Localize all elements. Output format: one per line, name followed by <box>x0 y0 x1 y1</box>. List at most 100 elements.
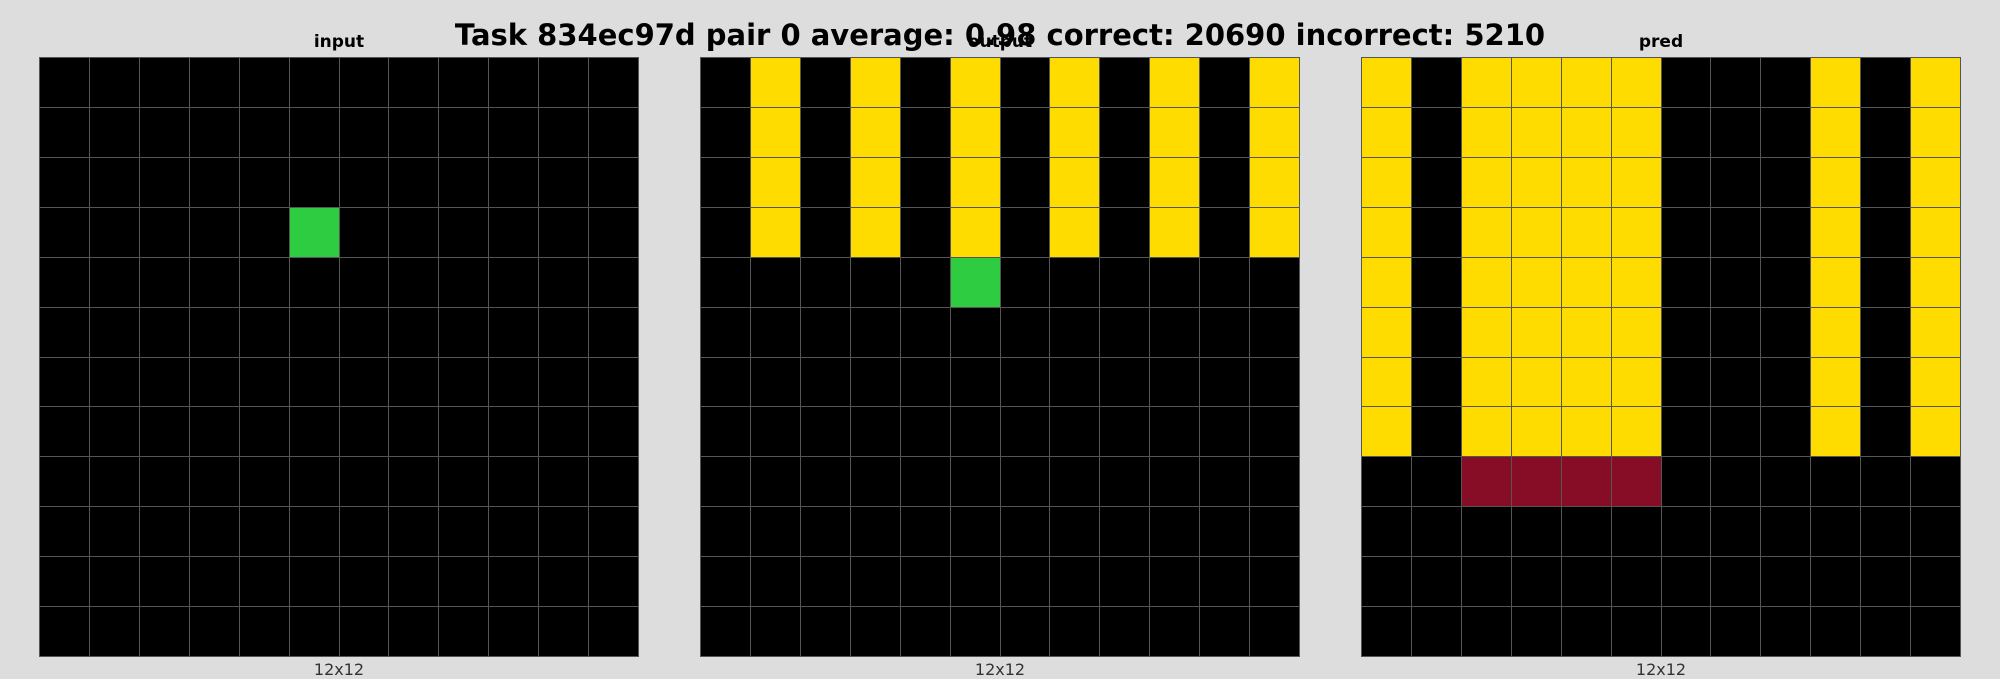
grid-cell <box>1150 207 1200 257</box>
grid-cell <box>40 58 89 107</box>
grid-cell <box>89 457 139 507</box>
grid-cell <box>750 58 800 107</box>
grid-cell <box>1611 557 1661 607</box>
grid-cell <box>539 357 589 407</box>
grid-cell <box>1200 407 1250 457</box>
grid-cell <box>1150 157 1200 207</box>
grid-cell <box>1761 507 1811 557</box>
grid-cell <box>1511 207 1561 257</box>
grid-cell <box>1000 357 1050 407</box>
grid-cell <box>589 407 638 457</box>
grid-cell <box>1461 257 1511 307</box>
grid-cell <box>1811 307 1861 357</box>
grid-cell <box>1711 107 1761 157</box>
grid-cell <box>339 107 389 157</box>
grid-cell <box>1050 607 1100 656</box>
grid-cell <box>800 157 850 207</box>
grid-cell <box>1561 357 1611 407</box>
grid-cell <box>1511 58 1561 107</box>
grid-cell <box>239 107 289 157</box>
grid-cell <box>1411 107 1461 157</box>
grid-cell <box>1561 507 1611 557</box>
grid-cell <box>800 407 850 457</box>
grid-cell <box>289 607 339 656</box>
grid-cell <box>589 457 638 507</box>
grid-cell <box>1861 557 1911 607</box>
grid-cell <box>1511 307 1561 357</box>
grid-cell <box>489 107 539 157</box>
grid-cell <box>1250 257 1299 307</box>
grid-cell <box>289 207 339 257</box>
panel-title: output <box>967 32 1033 52</box>
grid-cell <box>1611 307 1661 357</box>
grid-cell <box>950 607 1000 656</box>
grid-cell <box>701 307 750 357</box>
grid-cell <box>1250 607 1299 656</box>
grid-cell <box>1511 507 1561 557</box>
grid-cell <box>1661 157 1711 207</box>
grid-cell <box>239 307 289 357</box>
grid-cell <box>1150 58 1200 107</box>
grid-cell <box>89 507 139 557</box>
grid-cell <box>589 607 638 656</box>
grid-cell <box>489 58 539 107</box>
grid-cell <box>900 407 950 457</box>
grid-cell <box>1561 557 1611 607</box>
grid-cell <box>1461 557 1511 607</box>
grid-cell <box>1561 257 1611 307</box>
grid-cell <box>1411 157 1461 207</box>
grid-cell <box>139 157 189 207</box>
grid-cell <box>139 507 189 557</box>
grid-cell <box>1811 207 1861 257</box>
grid-cell <box>1611 407 1661 457</box>
grid-cell <box>1861 207 1911 257</box>
grid-cell <box>900 58 950 107</box>
grid-cell <box>1050 407 1100 457</box>
grid-cell <box>1250 157 1299 207</box>
grid-cell <box>1911 557 1960 607</box>
grid-cell <box>40 357 89 407</box>
grid-cell <box>139 457 189 507</box>
grid-cell <box>1461 207 1511 257</box>
grid-cell <box>950 307 1000 357</box>
input-grid <box>39 57 639 657</box>
grid-cell <box>950 157 1000 207</box>
grid-cell <box>489 157 539 207</box>
grid-cell <box>1200 207 1250 257</box>
grid-cell <box>1050 307 1100 357</box>
grid-cell <box>1661 507 1711 557</box>
grid-cell <box>1761 357 1811 407</box>
grid-cell <box>1711 557 1761 607</box>
grid-cell <box>1511 557 1561 607</box>
grid-cell <box>1100 257 1150 307</box>
grid-cell <box>1511 157 1561 207</box>
grid-cell <box>950 58 1000 107</box>
grid-cell <box>1150 357 1200 407</box>
grid-cell <box>1000 607 1050 656</box>
grid-cell <box>800 107 850 157</box>
grid-cell <box>539 58 589 107</box>
grid-cell <box>1100 607 1150 656</box>
grid-cell <box>1511 257 1561 307</box>
grid-cell <box>1000 257 1050 307</box>
grid-cell <box>1150 507 1200 557</box>
grid-cell <box>489 357 539 407</box>
grid-cell <box>1461 607 1511 656</box>
grid-cell <box>289 307 339 357</box>
grid-cell <box>1811 507 1861 557</box>
grid-cell <box>289 557 339 607</box>
grid-cell <box>1411 457 1461 507</box>
grid-cell <box>1661 207 1711 257</box>
grid-cell <box>1911 58 1960 107</box>
grid-cell <box>289 407 339 457</box>
grid-cell <box>139 307 189 357</box>
grid-cell <box>189 157 239 207</box>
grid-cell <box>489 457 539 507</box>
grid-cell <box>1150 257 1200 307</box>
grid-cell <box>239 407 289 457</box>
grid-cell <box>40 157 89 207</box>
grid-cell <box>850 58 900 107</box>
grid-cell <box>950 357 1000 407</box>
grid-cell <box>389 157 439 207</box>
grid-cell <box>1561 407 1611 457</box>
